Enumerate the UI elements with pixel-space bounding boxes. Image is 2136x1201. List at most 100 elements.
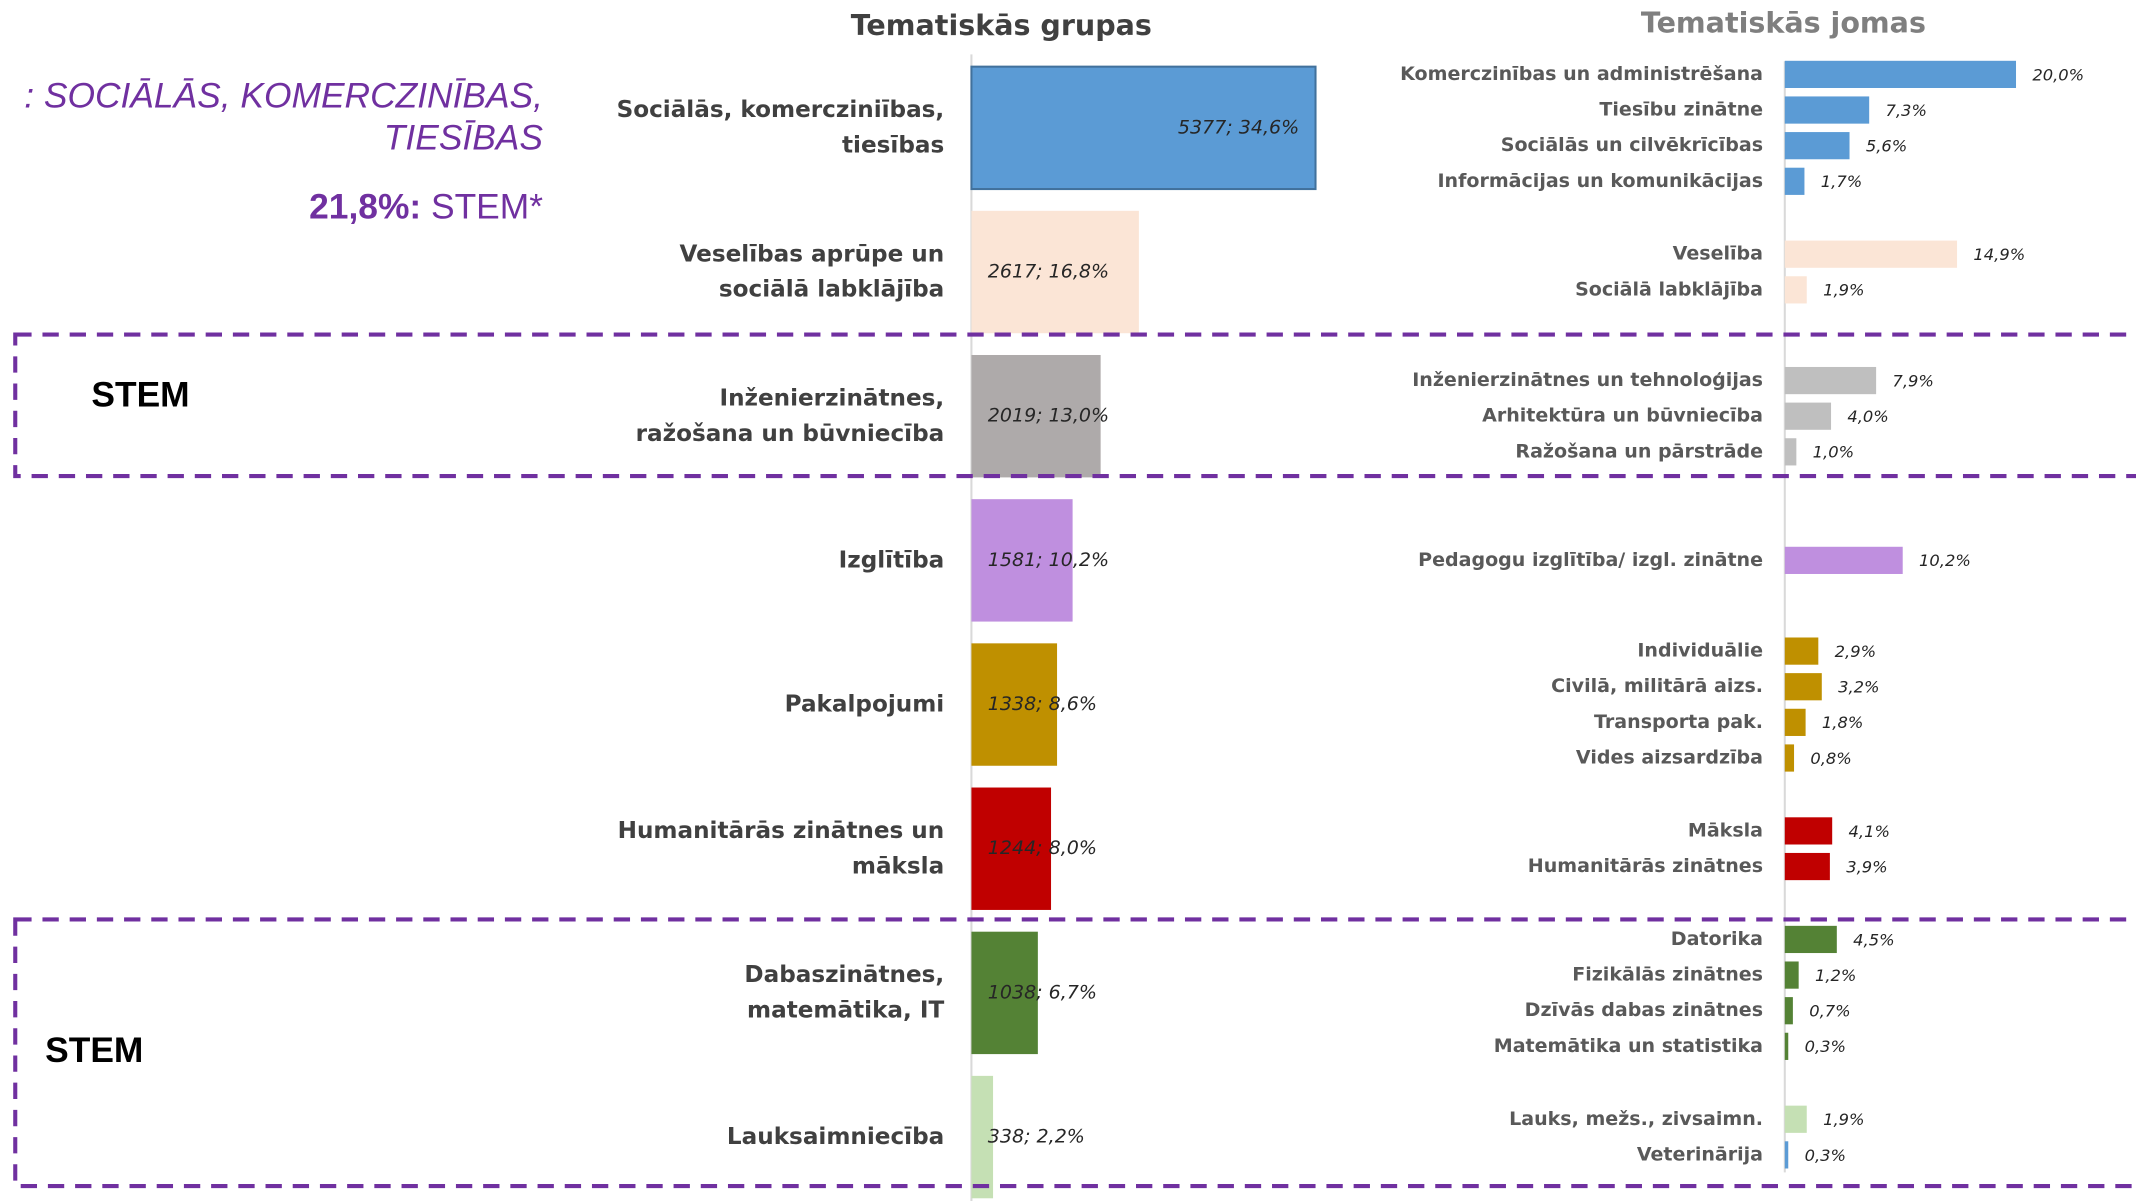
bar: [1784, 167, 1805, 195]
bar: [1784, 132, 1850, 160]
chart-title: Tematiskās jomas: [1641, 5, 1926, 39]
category-line: Izglītība: [839, 547, 945, 573]
stem-share-label: STEM*: [431, 188, 543, 227]
category-label: Veselības aprūpe un sociālā labklājība: [680, 241, 945, 302]
category-label: Veselība: [1673, 243, 1763, 265]
data-label: 1,0%: [1813, 443, 1854, 462]
category-line: Humanitārās zinātnes un: [618, 818, 945, 844]
headline: : SOCIĀLĀS, KOMERCZINĪBAS,: [24, 76, 543, 115]
bar: [1784, 438, 1797, 466]
category-label: Veterinārija: [1637, 1143, 1763, 1165]
category-label: Sociālās un cilvēkrīcības: [1501, 134, 1763, 156]
category-label: Lauksaimniecība: [727, 1124, 944, 1150]
data-label: 338; 2,2%: [988, 1126, 1085, 1148]
stem-box: [13, 332, 2136, 479]
category-label: Inženierzinātnes, ražošana un būvniecība: [636, 385, 945, 446]
bar: [1784, 96, 1870, 124]
bar: [1784, 817, 1833, 845]
data-label: 1,8%: [1822, 713, 1863, 732]
bar: [1784, 1032, 1789, 1060]
data-label: 1,7%: [1821, 172, 1862, 191]
data-label: 1038; 6,7%: [988, 981, 1097, 1003]
bar: [1784, 1141, 1789, 1169]
category-label: Sociālā labklājība: [1575, 278, 1763, 300]
data-label: 1,9%: [1823, 1110, 1864, 1129]
category-label: Lauks, mežs., zivsaimn.: [1509, 1108, 1763, 1130]
category-label: Individuālie: [1637, 640, 1763, 662]
category-line: Pakalpojumi: [785, 691, 945, 717]
bar: [1784, 276, 1807, 304]
bar: [971, 931, 1038, 1055]
category-line: sociālā labklājība: [719, 276, 944, 302]
category-line: tiesības: [842, 132, 944, 158]
category-label: Dzīvās dabas zinātnes: [1525, 999, 1763, 1021]
category-label: Humanitārās zinātnes un māksla: [618, 818, 945, 879]
data-label: 2,9%: [1835, 642, 1876, 661]
category-label: Tiesību zinātne: [1599, 99, 1763, 121]
data-label: 2617; 16,8%: [988, 261, 1109, 283]
data-label: 0,8%: [1810, 749, 1851, 768]
data-label: 3,2%: [1838, 678, 1879, 697]
stem-label: STEM: [91, 376, 189, 415]
category-label: Sociālās, komercziniības, tiesības: [617, 97, 945, 158]
category-label: Transporta pak.: [1594, 711, 1763, 733]
data-label: 5,6%: [1866, 137, 1907, 156]
bar: [1784, 366, 1877, 395]
data-label: 4,0%: [1847, 407, 1888, 426]
data-label: 0,3%: [1805, 1037, 1846, 1056]
data-label: 20,0%: [2032, 65, 2084, 84]
bar: [1784, 1105, 1807, 1133]
data-label: 3,9%: [1846, 857, 1887, 876]
category-label: Arhitektūra un būvniecība: [1482, 405, 1763, 427]
category-label: Pakalpojumi: [785, 691, 945, 717]
data-label: 7,9%: [1892, 371, 1933, 390]
category-label: Fizikālās zinātnes: [1572, 964, 1763, 986]
bar: [970, 65, 1317, 191]
data-label: 1338; 8,6%: [988, 693, 1097, 715]
bar: [1784, 673, 1822, 701]
data-label: 14,9%: [1973, 245, 2025, 264]
bar: [1784, 997, 1793, 1025]
bar: [971, 354, 1101, 478]
bar: [1784, 708, 1806, 736]
category-line: māksla: [852, 853, 944, 879]
category-line: Inženierzinātnes,: [719, 385, 944, 411]
category-line: Sociālās, komercziniības,: [617, 97, 945, 123]
data-label: 4,1%: [1849, 822, 1890, 841]
category-line: Dabaszinātnes,: [744, 962, 944, 988]
data-label: 10,2%: [1919, 551, 1971, 570]
bar: [971, 499, 1073, 622]
category-line: matemātika, IT: [747, 997, 944, 1023]
bar: [1784, 961, 1799, 989]
bar: [1784, 546, 1903, 574]
category-label: Pedagogu izglītība/ izgl. zinātne: [1418, 549, 1763, 571]
category-line: ražošana un būvniecība: [636, 420, 945, 446]
bar: [1784, 637, 1819, 665]
stem-share-value: 21,8%:: [309, 188, 421, 227]
category-label: Izglītība: [839, 547, 945, 573]
category-label: Datorika: [1671, 928, 1763, 950]
data-label: 1581; 10,2%: [988, 549, 1109, 571]
bar: [971, 787, 1052, 910]
category-label: Informācijas un komunikācijas: [1437, 170, 1763, 192]
data-label: 1,2%: [1815, 966, 1856, 985]
stem-label: STEM: [45, 1031, 143, 1070]
bar: [1784, 925, 1837, 954]
category-line: Lauksaimniecība: [727, 1124, 944, 1150]
category-label: Dabaszinātnes, matemātika, IT: [744, 962, 944, 1023]
bar: [1784, 852, 1830, 881]
data-label: 0,7%: [1809, 1002, 1850, 1021]
bar: [1784, 240, 1958, 268]
category-line: Veselības aprūpe un: [680, 241, 945, 267]
category-label: Māksla: [1688, 819, 1763, 841]
data-label: 1,9%: [1823, 281, 1864, 300]
category-label: Ražošana un pārstrāde: [1515, 440, 1763, 462]
data-label: 4,5%: [1853, 930, 1894, 949]
bar: [1784, 60, 2017, 89]
data-label: 2019; 13,0%: [988, 405, 1109, 427]
category-label: Komerczinības un administrēšana: [1400, 63, 1763, 85]
stem-share: 21,8%: STEM*: [309, 188, 543, 227]
marks: 5377; 34,6% Sociālās, komercziniības, ties…: [617, 60, 2084, 1199]
category-label: Matemātika un statistika: [1494, 1035, 1763, 1057]
